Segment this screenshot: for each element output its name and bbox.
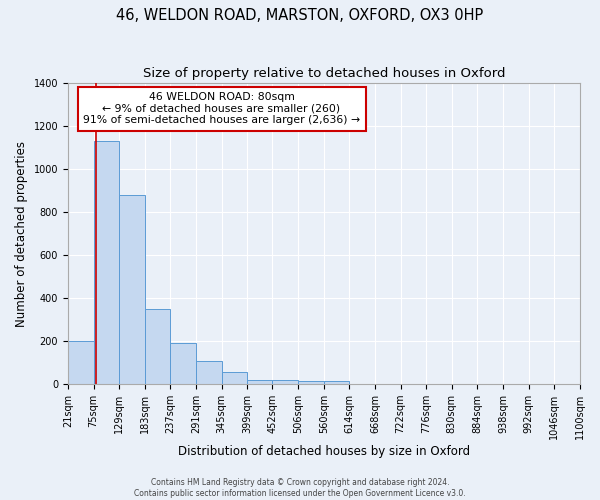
Bar xyxy=(196,362,221,384)
Y-axis label: Number of detached properties: Number of detached properties xyxy=(15,140,28,326)
Bar xyxy=(221,372,247,384)
Text: Contains HM Land Registry data © Crown copyright and database right 2024.
Contai: Contains HM Land Registry data © Crown c… xyxy=(134,478,466,498)
Bar xyxy=(324,382,349,384)
Text: 46 WELDON ROAD: 80sqm
← 9% of detached houses are smaller (260)
91% of semi-deta: 46 WELDON ROAD: 80sqm ← 9% of detached h… xyxy=(83,92,360,126)
Bar xyxy=(170,343,196,384)
X-axis label: Distribution of detached houses by size in Oxford: Distribution of detached houses by size … xyxy=(178,444,470,458)
Text: 46, WELDON ROAD, MARSTON, OXFORD, OX3 0HP: 46, WELDON ROAD, MARSTON, OXFORD, OX3 0H… xyxy=(116,8,484,22)
Bar xyxy=(145,308,170,384)
Bar xyxy=(119,195,145,384)
Bar xyxy=(68,341,94,384)
Bar xyxy=(272,380,298,384)
Title: Size of property relative to detached houses in Oxford: Size of property relative to detached ho… xyxy=(143,68,505,80)
Bar xyxy=(94,141,119,384)
Bar xyxy=(247,380,272,384)
Bar xyxy=(298,380,324,384)
